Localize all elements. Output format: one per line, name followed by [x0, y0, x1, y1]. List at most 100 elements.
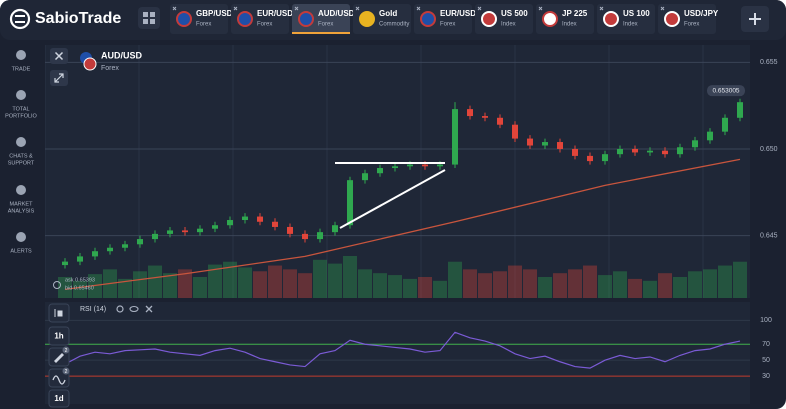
tab-symbol: USD/JPY — [684, 9, 719, 18]
volume-bar — [283, 269, 297, 298]
candle-body — [527, 138, 533, 146]
candle-body — [542, 142, 548, 146]
volume-bar — [73, 280, 87, 298]
candle-body — [437, 164, 443, 167]
sidebar — [0, 40, 42, 409]
volume-bar — [523, 269, 537, 298]
grid-menu-icon — [143, 12, 155, 24]
candle-body — [212, 225, 218, 229]
tab-market: Index — [623, 22, 638, 28]
tab-close-icon[interactable] — [294, 6, 299, 11]
volume-bar — [508, 265, 522, 298]
sidebar-label: TOTAL — [12, 106, 29, 112]
info-icon[interactable] — [53, 281, 61, 289]
sidebar-icon — [16, 185, 26, 195]
volume-bar — [178, 269, 192, 298]
volume-bar — [148, 265, 162, 298]
tab-flag — [481, 11, 497, 27]
volume-bar — [448, 261, 462, 298]
expand-icon — [54, 73, 64, 83]
tab-close-icon[interactable] — [233, 6, 238, 11]
tab-symbol: GBP/USD — [196, 9, 233, 18]
rsi-line — [64, 331, 741, 369]
volume-bar — [613, 271, 627, 298]
volume-bar — [493, 271, 507, 298]
timeframe-1d-button[interactable] — [48, 389, 70, 408]
candle-body — [152, 233, 158, 240]
candle-body — [287, 226, 293, 234]
sidebar-label: MARKET — [10, 201, 34, 207]
tab-market: Forex — [318, 22, 333, 28]
volume-bar — [343, 256, 357, 298]
tab-close-icon[interactable] — [416, 6, 421, 11]
tab-flag — [664, 11, 680, 27]
sidebar-label: CHATS & — [9, 153, 33, 159]
tab-market: Commodity — [379, 22, 409, 28]
volume-bar — [403, 278, 417, 298]
volume-bar — [298, 273, 312, 298]
rsi-visibility-icon[interactable] — [129, 305, 139, 313]
rsi-settings-icon[interactable] — [116, 305, 124, 313]
tab-close-icon[interactable] — [172, 6, 177, 11]
rsi-tick-label: 50 — [762, 357, 770, 364]
rsi-tick-label: 30 — [762, 373, 770, 380]
candle-body — [107, 247, 113, 252]
y-tick-label: 0.650 — [760, 146, 778, 153]
indicator-icon — [52, 375, 66, 385]
candle-body — [497, 117, 503, 125]
volume-bar — [658, 273, 672, 298]
pencil-icon — [54, 353, 64, 363]
badge-count: 2 — [65, 348, 68, 354]
chart-title: AUD/USD — [101, 50, 143, 60]
tab-flag — [603, 11, 619, 27]
tab-close-icon[interactable] — [538, 6, 543, 11]
volume-bar — [223, 261, 237, 298]
candle-body — [572, 148, 578, 156]
candle-body — [557, 142, 563, 149]
volume-bar — [718, 265, 732, 298]
candle-body — [347, 180, 353, 226]
candle-body — [62, 261, 68, 266]
candle-body — [602, 154, 608, 162]
candle-body — [707, 131, 713, 141]
candle-body — [227, 220, 233, 226]
tab-symbol: EUR/USD — [257, 9, 293, 18]
candle-body — [392, 166, 398, 169]
candle-body — [422, 164, 428, 167]
volume-bar — [688, 271, 702, 298]
pair-flag-us — [83, 57, 97, 71]
tab-flag — [420, 11, 436, 27]
badge-count: 2 — [65, 369, 68, 375]
candle-body — [362, 173, 368, 181]
volume-bar — [433, 280, 447, 298]
candle-body — [467, 109, 473, 117]
trend-line-diagonal[interactable] — [339, 169, 446, 229]
grid-menu-button[interactable] — [138, 7, 160, 29]
candle-body — [197, 228, 203, 233]
candle-body — [482, 116, 488, 118]
add-tab-icon — [749, 13, 761, 25]
tab-symbol: US 100 — [623, 9, 650, 18]
sidebar-icon — [16, 50, 26, 60]
tab-close-icon[interactable] — [477, 6, 482, 11]
candle-body — [272, 221, 278, 227]
volume-bar — [733, 261, 747, 298]
volume-bar — [313, 259, 327, 298]
tab-close-icon[interactable] — [599, 6, 604, 11]
tab-close-icon[interactable] — [660, 6, 665, 11]
sidebar-icon — [16, 90, 26, 100]
candle-body — [677, 147, 683, 155]
timeframe-1h-button[interactable] — [48, 326, 70, 346]
close-icon — [54, 51, 64, 61]
candle-body — [257, 216, 263, 222]
last-price-tag — [707, 85, 745, 97]
candle-body — [182, 230, 188, 233]
volume-bar — [373, 273, 387, 298]
tab-close-icon[interactable] — [355, 6, 360, 11]
timeframe-label: 1d — [54, 394, 63, 403]
tab-symbol: Gold — [379, 9, 397, 18]
volume-bar — [478, 273, 492, 298]
volume-bar — [193, 277, 207, 298]
rsi-remove-icon[interactable] — [145, 305, 153, 313]
